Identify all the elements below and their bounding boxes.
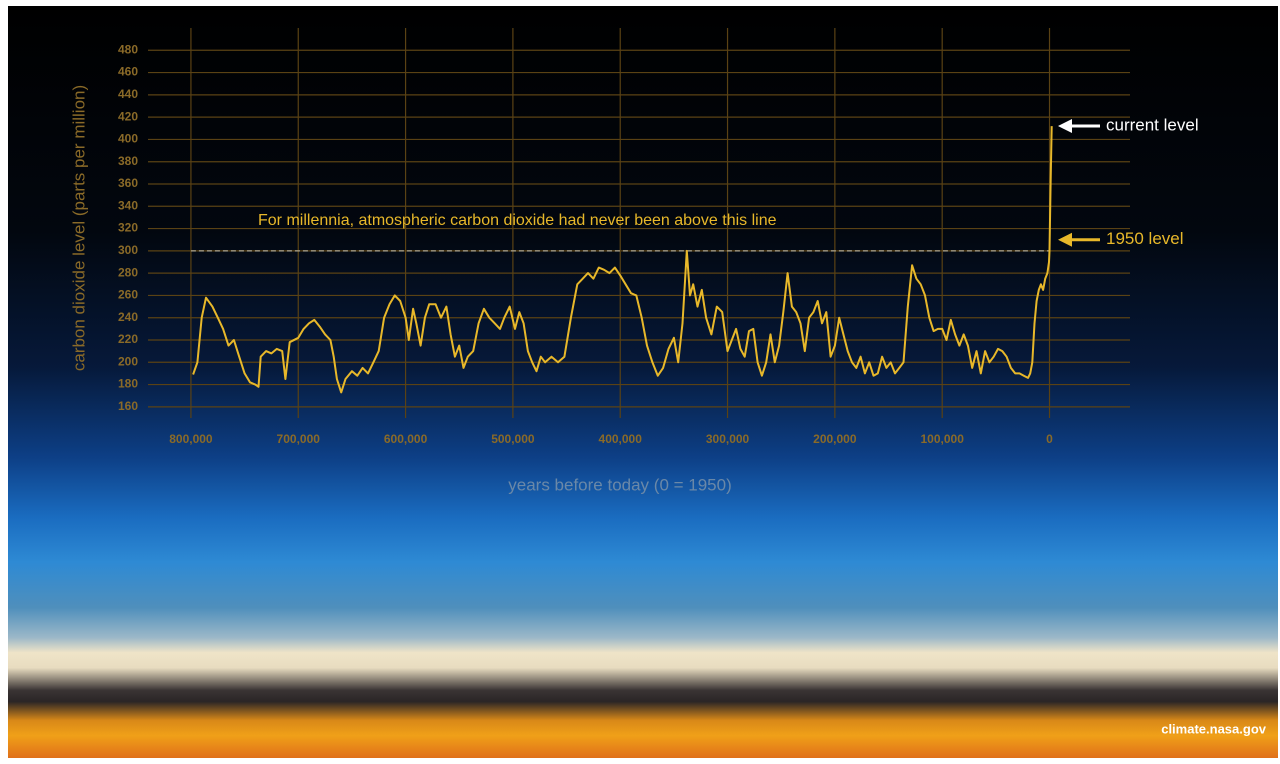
x-tick-label: 600,000 bbox=[384, 432, 428, 446]
source: climate.nasa.gov bbox=[1161, 721, 1267, 736]
y-tick-label: 460 bbox=[118, 65, 138, 79]
y-tick-label: 420 bbox=[118, 109, 138, 123]
x-tick-label: 300,000 bbox=[706, 432, 750, 446]
y-tick-label: 300 bbox=[118, 243, 138, 257]
y-tick-label: 380 bbox=[118, 154, 138, 168]
y-tick-label: 400 bbox=[118, 132, 138, 146]
y-tick-label: 260 bbox=[118, 288, 138, 302]
data-line bbox=[193, 126, 1052, 392]
arrow-head bbox=[1058, 119, 1072, 133]
y-tick-label: 180 bbox=[118, 377, 138, 391]
x-tick-label: 400,000 bbox=[599, 432, 643, 446]
x-tick-label: 500,000 bbox=[491, 432, 535, 446]
x-tick-label: 0 bbox=[1046, 432, 1053, 446]
arrow-head bbox=[1058, 233, 1072, 247]
annotation-text: current level bbox=[1106, 116, 1199, 135]
y-tick-label: 480 bbox=[118, 42, 138, 56]
y-tick-label: 440 bbox=[118, 87, 138, 101]
y-tick-label: 360 bbox=[118, 176, 138, 190]
y-tick-label: 200 bbox=[118, 354, 138, 368]
y-tick-label: 340 bbox=[118, 198, 138, 212]
annotation-text: 1950 level bbox=[1106, 229, 1184, 248]
y-tick-label: 280 bbox=[118, 265, 138, 279]
x-tick-label: 200,000 bbox=[813, 432, 857, 446]
x-tick-label: 800,000 bbox=[169, 432, 213, 446]
chart: carbon dioxide level (parts per million)… bbox=[8, 6, 1278, 758]
y-tick-label: 160 bbox=[118, 399, 138, 413]
background: carbon dioxide level (parts per million)… bbox=[8, 6, 1278, 758]
y-tick-label: 320 bbox=[118, 221, 138, 235]
y-tick-label: 240 bbox=[118, 310, 138, 324]
threshold-text: For millennia, atmospheric carbon dioxid… bbox=[258, 212, 777, 229]
y-tick-label: 220 bbox=[118, 332, 138, 346]
x-axis-label: years before today (0 = 1950) bbox=[508, 475, 732, 494]
x-tick-label: 100,000 bbox=[920, 432, 964, 446]
y-axis-label: carbon dioxide level (parts per million) bbox=[69, 85, 88, 371]
x-tick-label: 700,000 bbox=[277, 432, 321, 446]
